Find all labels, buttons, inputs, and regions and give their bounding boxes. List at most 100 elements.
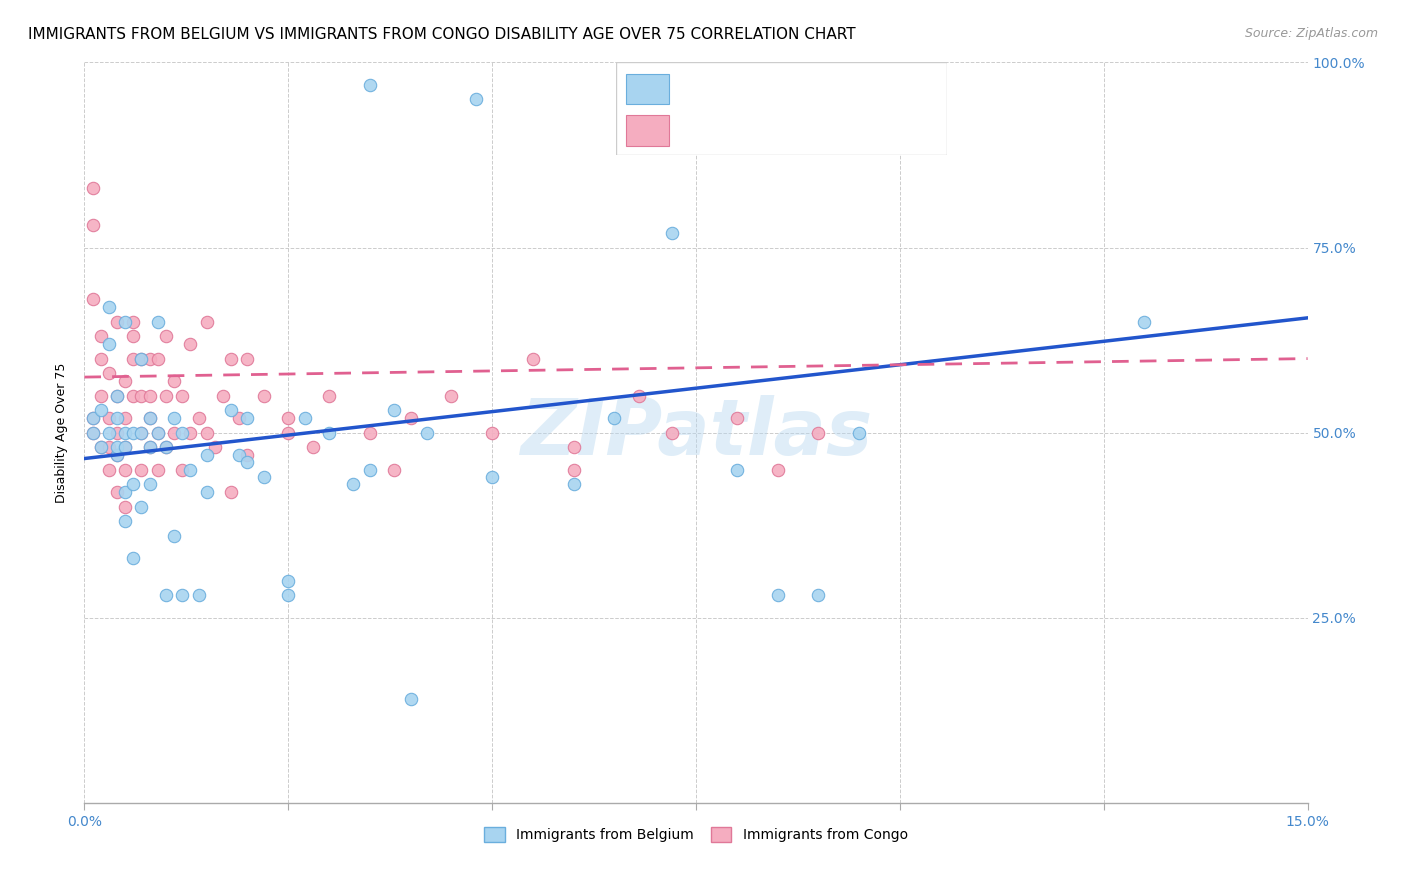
Point bbox=[105, 314, 128, 328]
Point bbox=[318, 388, 340, 402]
Point bbox=[122, 551, 145, 566]
Point bbox=[522, 351, 544, 366]
Point bbox=[807, 589, 830, 603]
Point bbox=[294, 410, 316, 425]
Point bbox=[122, 388, 145, 402]
Point bbox=[236, 448, 259, 462]
Point bbox=[122, 351, 145, 366]
Point bbox=[172, 388, 194, 402]
Point bbox=[1133, 314, 1156, 328]
Point bbox=[301, 441, 323, 455]
Point bbox=[97, 336, 120, 351]
Point bbox=[114, 462, 136, 476]
Point bbox=[155, 441, 177, 455]
Point bbox=[155, 329, 177, 343]
Point bbox=[219, 484, 242, 499]
Point bbox=[172, 462, 194, 476]
Point bbox=[146, 425, 169, 440]
Point bbox=[187, 589, 209, 603]
Point bbox=[382, 462, 405, 476]
Point bbox=[219, 403, 242, 417]
Point bbox=[82, 181, 104, 195]
Point bbox=[114, 314, 136, 328]
Point bbox=[82, 219, 104, 233]
Point bbox=[105, 441, 128, 455]
Point bbox=[122, 425, 145, 440]
Point bbox=[90, 329, 112, 343]
Point bbox=[219, 351, 242, 366]
Point bbox=[90, 441, 112, 455]
Point bbox=[82, 410, 104, 425]
Point bbox=[562, 477, 585, 491]
Point bbox=[90, 441, 112, 455]
Point bbox=[114, 484, 136, 499]
Point bbox=[90, 351, 112, 366]
Point bbox=[122, 314, 145, 328]
Point bbox=[725, 410, 748, 425]
Point bbox=[114, 515, 136, 529]
Point bbox=[138, 410, 160, 425]
Point bbox=[416, 425, 439, 440]
Point bbox=[228, 448, 250, 462]
Point bbox=[114, 410, 136, 425]
Point bbox=[359, 425, 381, 440]
Point bbox=[97, 462, 120, 476]
Point bbox=[105, 388, 128, 402]
Point bbox=[97, 425, 120, 440]
Point bbox=[399, 410, 422, 425]
Point bbox=[138, 388, 160, 402]
Point bbox=[138, 441, 160, 455]
Point bbox=[661, 226, 683, 240]
Point bbox=[138, 477, 160, 491]
Legend: Immigrants from Belgium, Immigrants from Congo: Immigrants from Belgium, Immigrants from… bbox=[478, 822, 914, 847]
Point bbox=[253, 470, 276, 484]
Point bbox=[114, 441, 136, 455]
Point bbox=[122, 329, 145, 343]
Point bbox=[146, 462, 169, 476]
Point bbox=[236, 351, 259, 366]
Point bbox=[399, 692, 422, 706]
Point bbox=[627, 388, 650, 402]
Point bbox=[131, 425, 153, 440]
Point bbox=[163, 374, 186, 388]
Point bbox=[179, 336, 201, 351]
Point bbox=[97, 441, 120, 455]
Point bbox=[179, 425, 201, 440]
Point bbox=[195, 425, 218, 440]
Point bbox=[138, 410, 160, 425]
Point bbox=[155, 589, 177, 603]
Point bbox=[90, 388, 112, 402]
Point bbox=[195, 484, 218, 499]
Point bbox=[603, 410, 626, 425]
Point bbox=[138, 441, 160, 455]
Point bbox=[848, 425, 870, 440]
Point bbox=[114, 374, 136, 388]
Point bbox=[114, 441, 136, 455]
Point bbox=[195, 314, 218, 328]
Y-axis label: Disability Age Over 75: Disability Age Over 75 bbox=[55, 362, 69, 503]
Point bbox=[131, 351, 153, 366]
Point bbox=[105, 484, 128, 499]
Point bbox=[172, 589, 194, 603]
Point bbox=[562, 462, 585, 476]
Point bbox=[105, 425, 128, 440]
Point bbox=[766, 462, 789, 476]
Point bbox=[155, 441, 177, 455]
Point bbox=[82, 425, 104, 440]
Point bbox=[212, 388, 235, 402]
Point bbox=[163, 425, 186, 440]
Point bbox=[97, 300, 120, 314]
Point bbox=[146, 425, 169, 440]
Point bbox=[97, 410, 120, 425]
Text: Source: ZipAtlas.com: Source: ZipAtlas.com bbox=[1244, 27, 1378, 40]
Point bbox=[138, 351, 160, 366]
Point bbox=[105, 410, 128, 425]
Point bbox=[562, 441, 585, 455]
Point bbox=[146, 314, 169, 328]
Point bbox=[131, 462, 153, 476]
Point bbox=[179, 462, 201, 476]
Point bbox=[277, 425, 299, 440]
Point bbox=[163, 529, 186, 543]
Point bbox=[382, 403, 405, 417]
Point bbox=[114, 425, 136, 440]
